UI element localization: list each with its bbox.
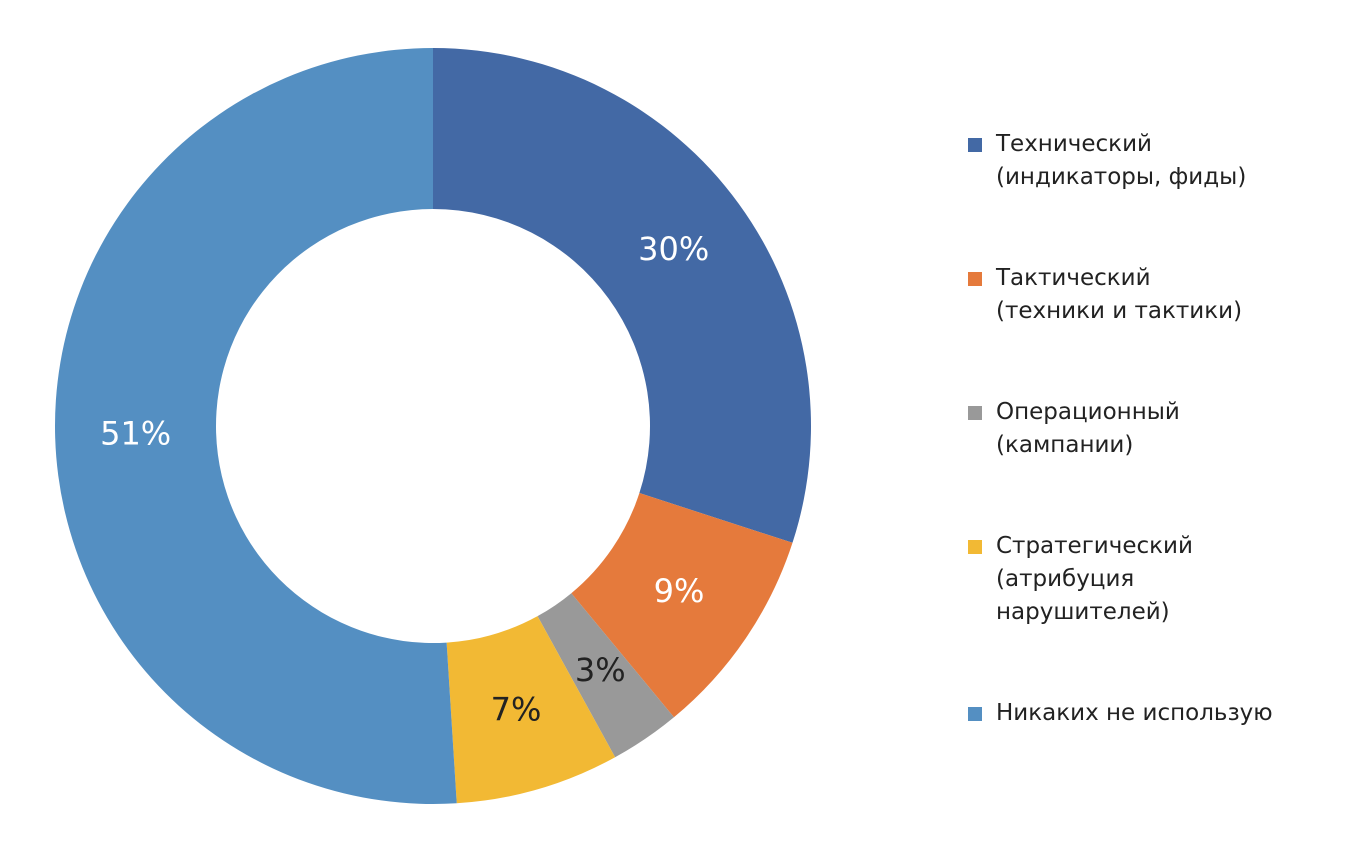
value-label: 9% (654, 572, 705, 610)
value-label: 30% (638, 230, 709, 268)
slice (446, 616, 616, 804)
legend-swatch (968, 272, 982, 286)
legend-item: Технический (индикаторы, фиды) (968, 128, 1273, 194)
legend-swatch (968, 707, 982, 721)
slice (54, 48, 457, 804)
legend-label: Операционный (кампании) (996, 399, 1180, 458)
legend-item: Стратегический (атрибуция нарушителей) (968, 530, 1273, 629)
slice (433, 48, 812, 543)
legend-item: Никаких не использую (968, 697, 1273, 730)
legend-item: Тактический (техники и тактики) (968, 262, 1273, 328)
value-label: 51% (100, 414, 171, 452)
legend-label: Тактический (техники и тактики) (996, 265, 1243, 324)
legend-label: Стратегический (атрибуция нарушителей) (996, 533, 1193, 625)
slice (571, 493, 793, 718)
legend-swatch (968, 540, 982, 554)
legend-label: Никаких не использую (996, 700, 1273, 726)
legend-swatch (968, 138, 982, 152)
value-label: 3% (575, 651, 626, 689)
legend-swatch (968, 406, 982, 420)
legend-item: Операционный (кампании) (968, 396, 1273, 462)
chart: 30% 9% 3% 7% 51% (54, 48, 812, 804)
slice (537, 593, 674, 758)
legend: Технический (индикаторы, фиды) Тактически… (968, 128, 1273, 730)
value-label: 7% (491, 691, 542, 729)
legend-label: Технический (индикаторы, фиды) (996, 131, 1247, 190)
